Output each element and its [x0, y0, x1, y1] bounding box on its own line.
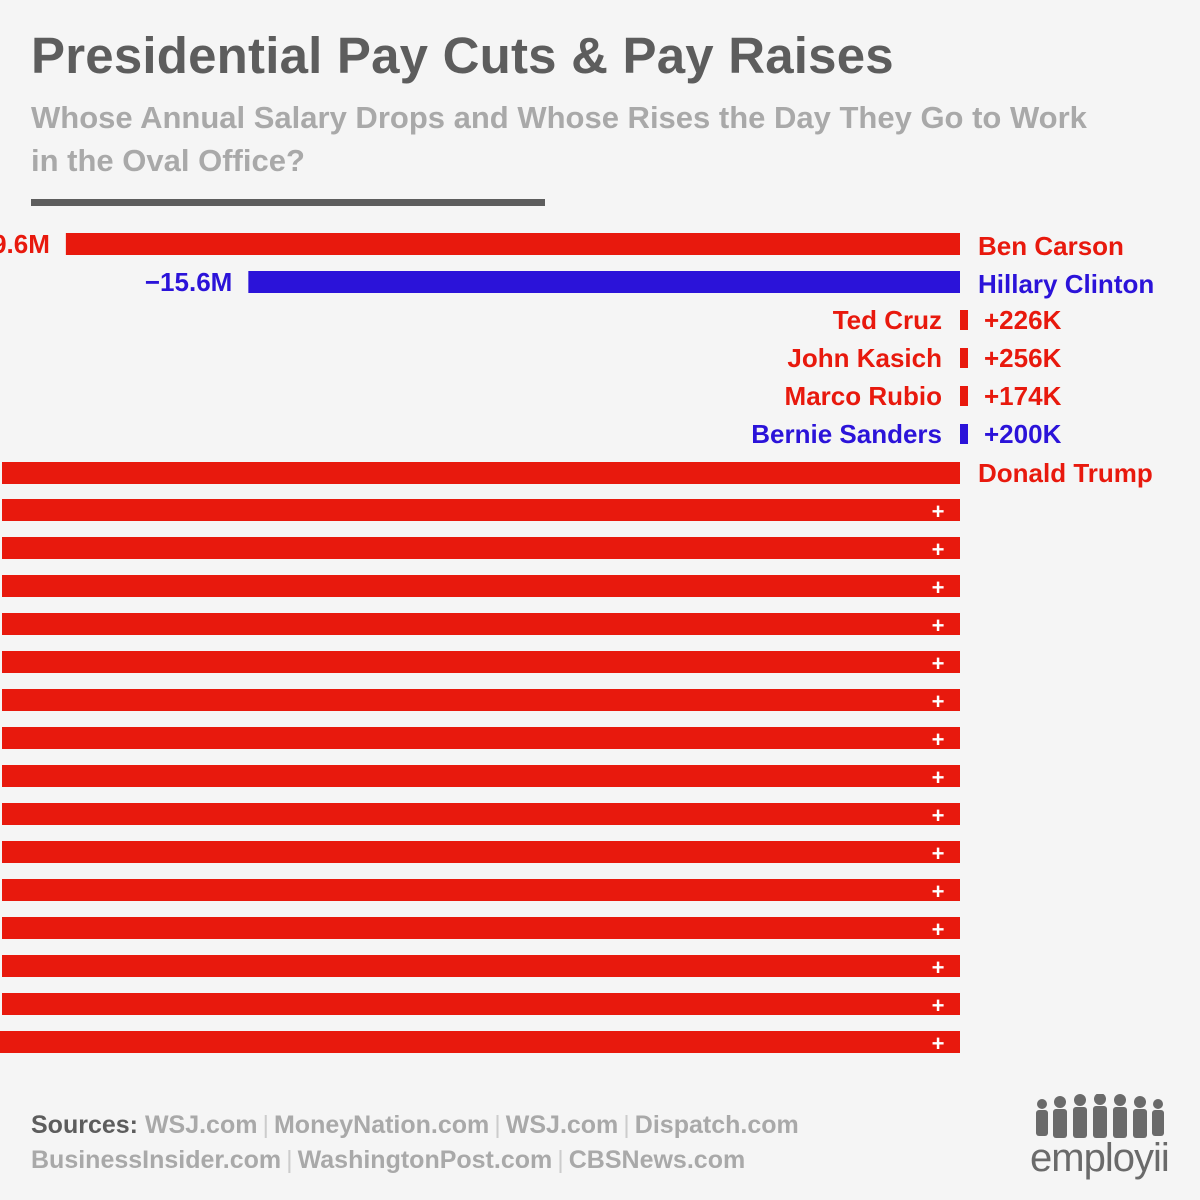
value-label-marco-rubio: +174K [984, 381, 1062, 411]
category-label-bernie-sanders: Bernie Sanders [751, 419, 942, 449]
source-link[interactable]: CBSNews.com [568, 1146, 746, 1174]
source-separator: | [557, 1146, 564, 1174]
bar-john-kasich [960, 348, 968, 368]
bar-donald-trump-segment [2, 955, 960, 977]
source-separator: | [262, 1111, 269, 1139]
source-link[interactable]: WashingtonPost.com [297, 1146, 553, 1174]
bar-donald-trump-segment [2, 803, 960, 825]
wrap-marker: + [932, 537, 945, 562]
source-link[interactable]: WSJ.com [505, 1111, 619, 1139]
value-label-bernie-sanders: +200K [984, 419, 1062, 449]
value-label-ben-carson: −19.6M [0, 230, 50, 259]
sources-line-1: Sources: WSJ.com | MoneyNation.com | WSJ.com… [31, 1108, 799, 1143]
bar-donald-trump-segment [2, 727, 960, 749]
sources-footer: Sources: WSJ.com | MoneyNation.com | WSJ.com… [31, 1108, 799, 1178]
bar-hillary-clinton [248, 271, 961, 293]
wrap-marker: + [932, 917, 945, 942]
wrap-marker: + [932, 955, 945, 980]
title-divider [31, 199, 545, 206]
wrap-marker: + [932, 727, 945, 752]
category-label-ted-cruz: Ted Cruz [833, 305, 942, 335]
value-label-ted-cruz: +226K [984, 305, 1062, 335]
logo-wordmark: employii [1030, 1136, 1170, 1180]
page-subtitle: Whose Annual Salary Drops and Whose Rise… [31, 100, 1087, 178]
category-label-hillary-clinton: Hillary Clinton [978, 269, 1154, 299]
wrap-marker: + [932, 499, 945, 524]
bar-donald-trump-segment [2, 879, 960, 901]
category-label-donald-trump: Donald Trump [978, 458, 1153, 488]
page-title: Presidential Pay Cuts & Pay Raises [31, 27, 894, 84]
source-link[interactable]: WSJ.com [144, 1111, 258, 1139]
value-label-john-kasich: +256K [984, 343, 1062, 373]
wrap-marker: + [932, 879, 945, 904]
bar-ben-carson [65, 233, 960, 255]
bar-donald-trump-segment [2, 613, 960, 635]
category-label-john-kasich: John Kasich [787, 343, 942, 373]
bar-donald-trump-segment [2, 765, 960, 787]
source-separator: | [286, 1146, 293, 1174]
source-link[interactable]: Dispatch.com [634, 1111, 799, 1139]
category-label-marco-rubio: Marco Rubio [785, 381, 942, 411]
wrap-marker: + [932, 803, 945, 828]
people-group-icon [1036, 1093, 1164, 1138]
source-link[interactable]: MoneyNation.com [273, 1111, 490, 1139]
source-link[interactable]: BusinessInsider.com [31, 1146, 282, 1174]
wrap-marker: + [932, 689, 945, 714]
bar-marco-rubio [960, 386, 968, 406]
value-label-hillary-clinton: −15.6M [145, 267, 232, 297]
pay-change-chart: −19.6M Ben Carson −15.6M Hillary Clinton Ted… [0, 230, 1154, 1056]
wrap-marker: + [932, 613, 945, 638]
wrap-marker: + [932, 993, 945, 1018]
bar-donald-trump-segment [2, 841, 960, 863]
wrap-marker: + [932, 651, 945, 676]
bar-donald-trump-segment [0, 1031, 960, 1053]
employii-logo: employii [1030, 1093, 1180, 1184]
bar-donald-trump-segment [2, 499, 960, 521]
source-separator: | [623, 1111, 630, 1139]
bar-donald-trump-segment [2, 651, 960, 673]
bar-donald-trump-segment [2, 689, 960, 711]
bar-bernie-sanders [960, 424, 968, 444]
bar-ted-cruz [960, 310, 968, 330]
wrap-marker: + [932, 841, 945, 866]
wrap-marker: + [932, 575, 945, 600]
bar-donald-trump-segment [2, 462, 960, 484]
bar-donald-trump-segment [2, 537, 960, 559]
wrap-marker: + [932, 1031, 945, 1056]
bar-donald-trump-segment [2, 575, 960, 597]
category-label-ben-carson: Ben Carson [978, 231, 1124, 261]
sources-line-2: BusinessInsider.com | WashingtonPost.com | C… [31, 1143, 799, 1178]
source-separator: | [494, 1111, 501, 1139]
bar-donald-trump-segment [2, 993, 960, 1015]
sources-label: Sources: [31, 1111, 138, 1139]
bar-donald-trump-segment [2, 917, 960, 939]
wrap-marker: + [932, 765, 945, 790]
